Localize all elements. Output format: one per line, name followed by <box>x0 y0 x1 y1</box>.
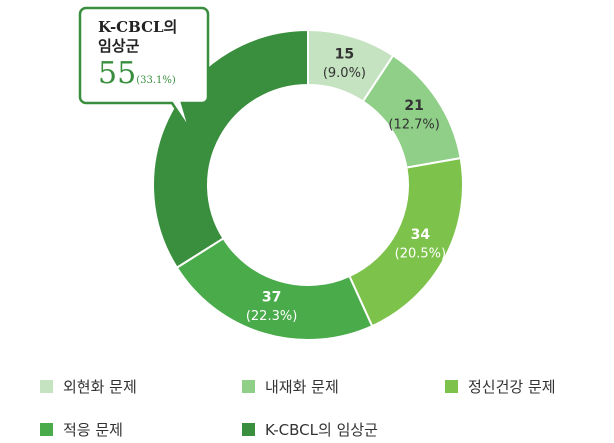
legend-swatch <box>242 423 255 436</box>
segment-percent: (22.3%) <box>246 309 297 324</box>
donut-segment <box>348 156 464 328</box>
legend-item: 외현화 문제 <box>40 376 137 397</box>
legend-swatch <box>40 380 53 393</box>
legend-item: 정신건강 문제 <box>445 376 556 397</box>
segment-value: 15 <box>335 46 354 62</box>
legend-label: 정신건강 문제 <box>468 378 556 396</box>
segment-percent: (12.7%) <box>388 118 439 133</box>
legend-item: 적응 문제 <box>40 419 123 440</box>
segment-value: 37 <box>262 290 281 306</box>
callout-box <box>78 6 210 131</box>
callout-name: K-CBCL의 임상군 <box>98 18 178 55</box>
callout-value: 55 <box>98 56 137 91</box>
segment-value: 34 <box>411 227 431 243</box>
donut: 15 (9.0%) 21 (12.7%) 34 (20.5%) 37 (22.3%) <box>152 28 464 341</box>
segment-percent: (9.0%) <box>323 66 366 81</box>
callout-percent: (33.1%) <box>136 75 176 86</box>
legend-label: 내재화 문제 <box>265 378 339 396</box>
legend-item: K-CBCL의 임상군 <box>242 419 378 440</box>
legend-swatch <box>445 380 458 393</box>
legend-item: 내재화 문제 <box>242 376 339 397</box>
segment-percent: (20.5%) <box>395 247 446 262</box>
callout: K-CBCL의 임상군 55(33.1%) <box>82 10 206 102</box>
segment-value: 21 <box>404 98 423 114</box>
legend-label: 적응 문제 <box>63 421 123 439</box>
legend-label: 외현화 문제 <box>63 378 137 396</box>
legend-label: K-CBCL의 임상군 <box>265 421 378 439</box>
legend-swatch <box>40 423 53 436</box>
legend-swatch <box>242 380 255 393</box>
